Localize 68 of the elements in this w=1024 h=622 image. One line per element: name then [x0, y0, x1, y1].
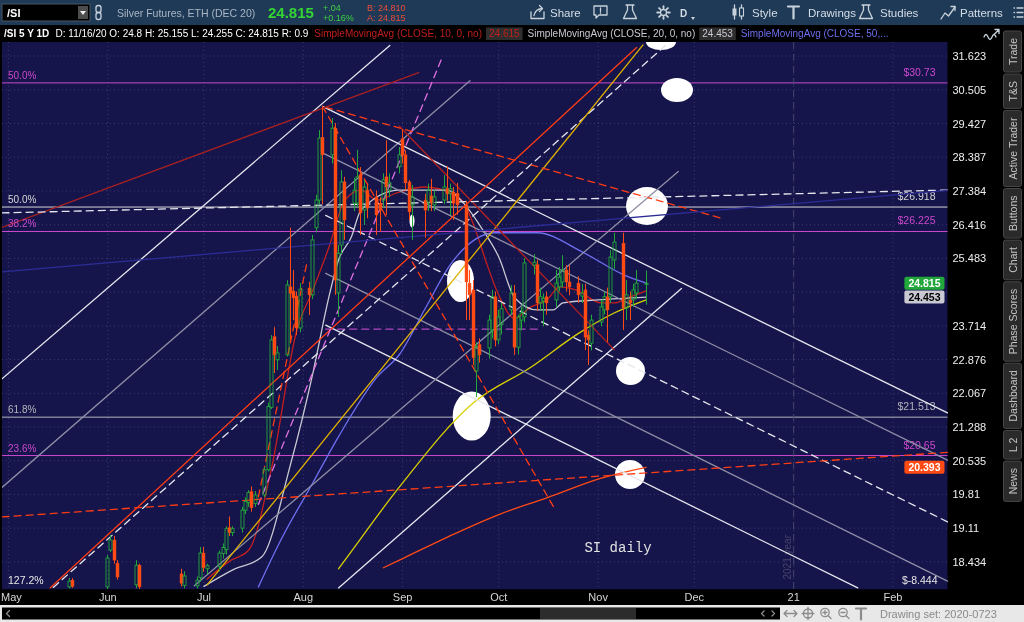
- x-tick-label: Aug: [293, 591, 314, 603]
- ref-line-label: $26.225: [897, 214, 936, 227]
- x-tick-label: Jun: [98, 591, 117, 603]
- x-tick-label: Dec: [684, 591, 705, 603]
- text: B: 24.810: [367, 3, 406, 13]
- y-tick-label: 23.714: [952, 319, 987, 332]
- text: Share: [550, 7, 581, 19]
- text: Chart: [1007, 247, 1020, 273]
- y-tick-label: 29.427: [952, 117, 987, 130]
- y-tick-label: 30.505: [952, 83, 987, 96]
- y-tick-label: 27.384: [952, 184, 987, 197]
- y-tick-label: 28.387: [952, 151, 987, 164]
- x-tick-label: 21: [787, 591, 800, 603]
- text: Phase Scores: [1007, 288, 1020, 355]
- y-tick-label: 22.067: [952, 387, 987, 400]
- text: SimpleMovingAvg (CLOSE, 10, 0, no): [314, 28, 483, 39]
- annotation: 127.2%: [8, 574, 44, 586]
- text: Dashboard: [1007, 370, 1020, 422]
- text: Silver Futures, ETH (DEC 20): [117, 6, 256, 19]
- annotation: 24.453: [908, 291, 941, 304]
- y-tick-label: 22.876: [952, 353, 987, 366]
- y-tick-label: 18.434: [952, 555, 987, 568]
- annotation: $-8.444: [901, 574, 938, 586]
- text: SimpleMovingAvg (CLOSE, 50,...: [740, 28, 889, 39]
- y-tick-label: 31.623: [952, 50, 987, 63]
- text: Studies: [880, 7, 919, 19]
- text: Drawings: [808, 7, 857, 19]
- y-tick-label: 20.535: [952, 454, 987, 467]
- x-tick-label: Jul: [196, 591, 211, 603]
- text: +.04: [323, 3, 341, 13]
- x-tick-label: Feb: [883, 591, 903, 603]
- text: 24.815: [268, 4, 314, 21]
- text: L 2: [1007, 437, 1020, 452]
- text: +0.16%: [323, 13, 354, 23]
- chart-title: /SI 5 Y 1D: [4, 28, 50, 39]
- x-tick-label: Sep: [392, 591, 413, 603]
- y-tick-label: 26.416: [952, 218, 987, 231]
- text: D: [680, 7, 688, 19]
- text: Buttons: [1007, 195, 1020, 232]
- annotation: SI daily: [584, 540, 652, 556]
- text: Patterns: [960, 7, 1004, 19]
- text: Active Trader: [1007, 117, 1020, 180]
- ref-line-label: $21.513: [897, 400, 936, 413]
- annotation: 50.0%: [8, 69, 37, 81]
- text: News: [1007, 468, 1020, 495]
- annotation: 38.2%: [8, 218, 37, 230]
- annotation: 24.815: [908, 277, 941, 290]
- annotation: 61.8%: [8, 404, 37, 416]
- text: Trade: [1007, 37, 1020, 66]
- ref-line-label: $26.918: [897, 190, 936, 203]
- annotation: 23.6%: [8, 442, 37, 454]
- y-tick-label: 25.483: [952, 252, 987, 265]
- text: /SI: [7, 6, 21, 19]
- ref-line-label: $30.73: [903, 65, 936, 78]
- annotation: 50.0%: [8, 194, 37, 206]
- annotation: 20.393: [908, 461, 941, 474]
- text: SimpleMovingAvg (CLOSE, 20, 0, no): [527, 28, 696, 39]
- x-tick-label: Nov: [588, 591, 609, 603]
- text: T&S: [1007, 81, 1020, 102]
- text: Style: [752, 7, 778, 19]
- y-tick-label: 21.288: [952, 421, 987, 434]
- x-tick-label: May: [1, 591, 23, 603]
- text: Drawing set: 2020-0723: [880, 607, 997, 620]
- y-tick-label: 19.11: [952, 522, 980, 535]
- chart-subtitle: D: 11/16/20 O: 24.8 H: 25.155 L: 24.255 C: 24.815 R: 0.9: [55, 28, 309, 39]
- text: A: 24.815: [367, 13, 406, 23]
- y-tick-label: 19.81: [952, 488, 981, 501]
- x-tick-label: Oct: [490, 591, 508, 603]
